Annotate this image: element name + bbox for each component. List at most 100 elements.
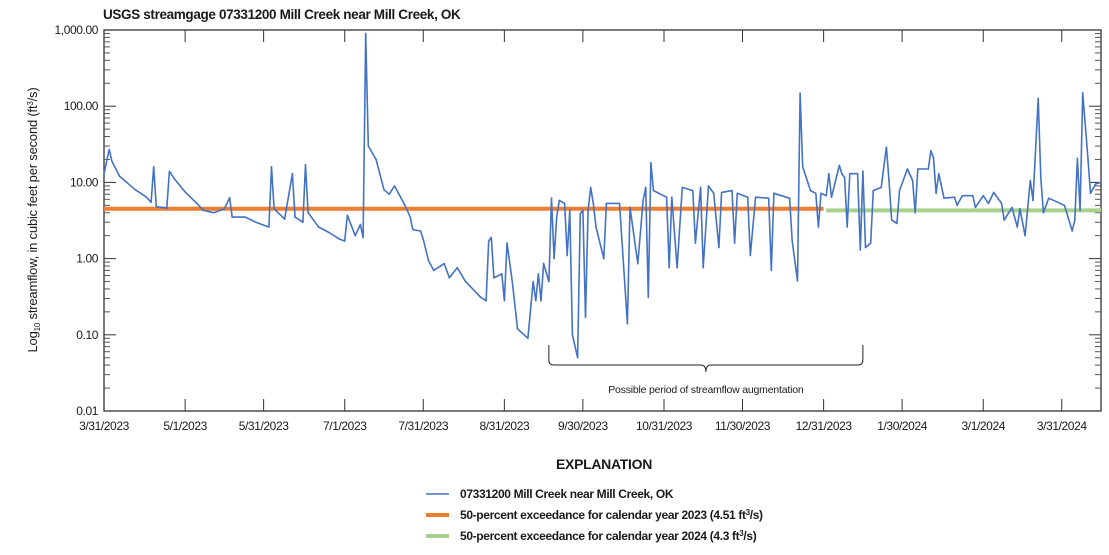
y-tick-label: 1.00	[76, 252, 98, 266]
streamflow-point	[1000, 202, 1003, 205]
streamflow-point	[500, 273, 503, 275]
x-tick-label: 10/31/2023	[636, 419, 693, 433]
streamflow-point	[880, 186, 882, 189]
streamflow-point	[419, 230, 422, 232]
streamflow-point	[184, 191, 186, 193]
streamflow-point	[1066, 212, 1068, 215]
streamflow-point	[890, 219, 893, 221]
streamflow-point	[422, 238, 425, 240]
y-tick-label: 0.01	[76, 404, 98, 418]
streamflow-point	[992, 191, 995, 194]
streamflow-point	[1094, 182, 1097, 185]
streamflow-point	[642, 199, 644, 202]
streamflow-point	[427, 259, 430, 262]
streamflow-point	[974, 206, 977, 209]
streamflow-point	[801, 166, 804, 168]
streamflow-point	[702, 266, 705, 269]
streamflow-point	[152, 166, 155, 168]
streamflow-point	[1042, 211, 1045, 214]
streamflow-point	[872, 189, 875, 192]
streamflow-point	[731, 189, 733, 192]
y-label-part: /s)	[25, 88, 40, 102]
streamflow-point	[202, 209, 205, 212]
streamflow-point	[927, 168, 930, 170]
augmentation-annotation: Possible period of streamflow augmentati…	[608, 384, 804, 396]
x-tick-label: 5/31/2023	[239, 419, 290, 433]
streamflow-point	[254, 221, 257, 224]
streamflow-point	[644, 186, 647, 189]
streamflow-point	[668, 266, 671, 269]
streamflow-point	[294, 216, 296, 218]
streamflow-point	[987, 202, 990, 205]
streamflow-point	[111, 160, 113, 162]
streamflow-point	[338, 238, 341, 240]
streamflow-point	[652, 189, 655, 192]
y-label-superscript: 3	[26, 101, 35, 106]
streamflow-point	[773, 192, 775, 195]
streamflow-point	[563, 202, 566, 205]
streamflow-point	[1071, 230, 1074, 232]
streamflow-point	[537, 273, 540, 275]
streamflow-point	[799, 92, 801, 95]
streamflow-point	[411, 228, 414, 231]
y-tick-label: 100.00	[64, 99, 99, 113]
streamflow-point	[906, 168, 909, 170]
series-layer	[103, 32, 1102, 359]
streamflow-point	[359, 223, 362, 226]
streamflow-point	[1047, 197, 1050, 200]
chart-title: USGS streamgage 07331200 Mill Creek near…	[103, 7, 461, 22]
legend-label-2023: 50-percent exceedance for calendar year …	[460, 508, 763, 522]
legend-text: 50-percent exceedance for calendar year …	[460, 529, 740, 543]
streamflow-point	[869, 242, 872, 244]
streamflow-point	[733, 242, 736, 244]
streamflow-point	[362, 236, 364, 239]
streamflow-point	[506, 242, 508, 244]
streamflow-point	[516, 327, 519, 330]
streamflow-point	[231, 216, 234, 218]
streamflow-point	[375, 158, 377, 161]
streamflow-point	[618, 202, 621, 205]
streamflow-point	[699, 186, 702, 189]
streamflow-point	[383, 188, 385, 191]
streamflow-point	[448, 276, 451, 279]
streamflow-point	[550, 197, 553, 200]
streamflow-point	[291, 172, 294, 175]
streamflow-point	[707, 185, 710, 187]
streamflow-point	[820, 192, 822, 195]
streamflow-point	[1079, 209, 1081, 212]
streamflow-point	[1076, 157, 1079, 160]
streamflow-point	[603, 257, 605, 260]
streamflow-point	[650, 162, 652, 164]
streamflow-point	[555, 216, 558, 218]
streamflow-point	[576, 356, 579, 359]
streamflow-point	[720, 191, 723, 194]
x-tick-label: 3/31/2023	[79, 419, 130, 433]
streamflow-point	[307, 211, 309, 214]
streamflow-point	[579, 212, 582, 215]
streamflow-point	[841, 172, 843, 175]
streamflow-point	[1040, 176, 1042, 179]
streamflow-point	[665, 196, 668, 198]
streamflow-point	[1100, 181, 1102, 184]
streamflow-point	[553, 257, 555, 260]
streamflow-point	[637, 262, 639, 265]
x-tick-label: 8/31/2023	[479, 419, 530, 433]
streamflow-point	[223, 208, 226, 210]
x-tick-label: 3/31/2024	[1037, 419, 1088, 433]
streamflow-point	[937, 172, 940, 175]
streamflow-point	[155, 205, 158, 208]
streamflow-point	[364, 32, 367, 35]
streamflow-point	[1081, 91, 1084, 94]
streamflow-point	[103, 172, 105, 175]
streamflow-point	[534, 299, 537, 302]
streamflow-point	[943, 197, 945, 200]
x-tick-label: 5/1/2023	[163, 419, 207, 433]
streamflow-point	[317, 226, 320, 228]
legend: EXPLANATION 07331200 Mill Creek near Mil…	[426, 456, 763, 543]
streamflow-point	[838, 164, 841, 167]
streamflow-point	[809, 189, 812, 192]
streamflow-point	[736, 192, 739, 195]
annotation-layer: Possible period of streamflow augmentati…	[548, 345, 864, 396]
x-tick-label: 1/30/2024	[877, 419, 928, 433]
legend-superscript: 3	[739, 529, 744, 538]
